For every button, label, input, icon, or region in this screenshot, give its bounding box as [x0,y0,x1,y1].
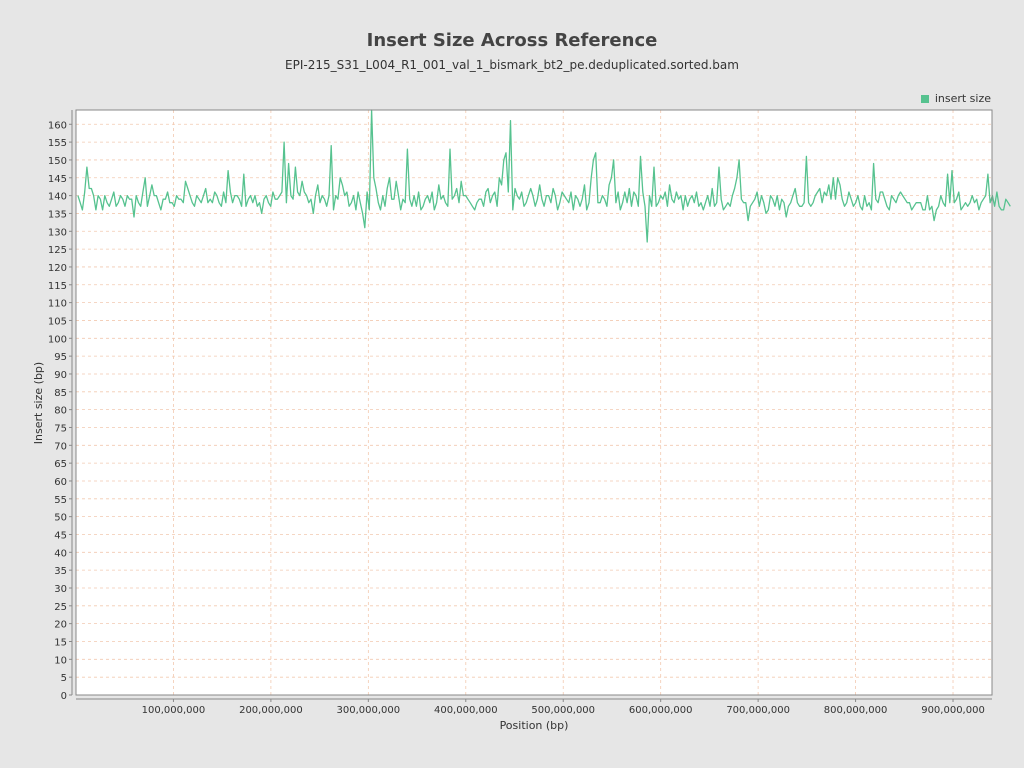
legend-swatch [920,94,929,103]
y-tick-label: 110 [48,299,67,310]
y-tick-label: 90 [54,370,67,381]
legend-label: insert size [934,92,991,105]
x-tick-label: 300,000,000 [337,705,401,716]
y-tick-label: 85 [54,388,67,399]
y-tick-label: 100 [48,334,67,345]
plot-area [76,110,992,695]
y-tick-label: 65 [54,459,67,470]
y-tick-label: 10 [54,655,67,666]
chart-subtitle: EPI-215_S31_L004_R1_001_val_1_bismark_bt… [285,58,739,72]
y-tick-label: 125 [48,245,67,256]
y-tick-label: 115 [48,281,67,292]
y-tick-label: 15 [54,637,67,648]
x-tick-label: 600,000,000 [629,705,693,716]
y-tick-label: 145 [48,174,67,185]
plot-border [75,109,993,696]
y-tick-label: 30 [54,584,67,595]
x-tick-label: 900,000,000 [921,705,985,716]
y-tick-label: 140 [48,192,67,203]
y-tick-label: 35 [54,566,67,577]
y-tick-label: 120 [48,263,67,274]
x-tick-label: 100,000,000 [142,705,206,716]
y-tick-label: 155 [48,138,67,149]
y-tick-label: 50 [54,513,67,524]
x-ticks: 100,000,000 200,000,000 300,000,000 400,000… [142,699,985,716]
y-tick-label: 105 [48,316,67,327]
y-tick-label: 45 [54,530,67,541]
x-tick-label: 500,000,000 [531,705,595,716]
y-tick-label: 160 [48,120,67,131]
y-tick-label: 80 [54,406,67,417]
y-axis-label: Insert size (bp) [32,362,45,444]
chart-title: Insert Size Across Reference [366,30,658,51]
y-tick-label: 135 [48,209,67,220]
y-tick-label: 20 [54,620,67,631]
y-tick-label: 40 [54,548,67,559]
grid [76,110,992,696]
y-tick-label: 25 [54,602,67,613]
legend: insert size [920,92,991,105]
y-tick-label: 55 [54,495,67,506]
y-tick-label: 75 [54,423,67,434]
y-tick-label: 0 [61,691,67,702]
y-tick-label: 95 [54,352,67,363]
y-tick-label: 150 [48,156,67,167]
y-tick-label: 70 [54,441,67,452]
y-tick-label: 60 [54,477,67,488]
y-ticks: 0 5 10 15 20 25 30 35 40 45 50 55 60 65 70 75 80 85 90 95 10… [48,120,72,702]
y-tick-label: 130 [48,227,67,238]
series-group [77,109,1011,243]
y-tick-label: 5 [61,673,67,684]
x-tick-label: 800,000,000 [824,705,888,716]
x-tick-label: 200,000,000 [239,705,303,716]
x-axis-label: Position (bp) [500,719,569,732]
x-tick-label: 700,000,000 [726,705,790,716]
series-line-insert-size [77,109,1011,243]
x-tick-label: 400,000,000 [434,705,498,716]
